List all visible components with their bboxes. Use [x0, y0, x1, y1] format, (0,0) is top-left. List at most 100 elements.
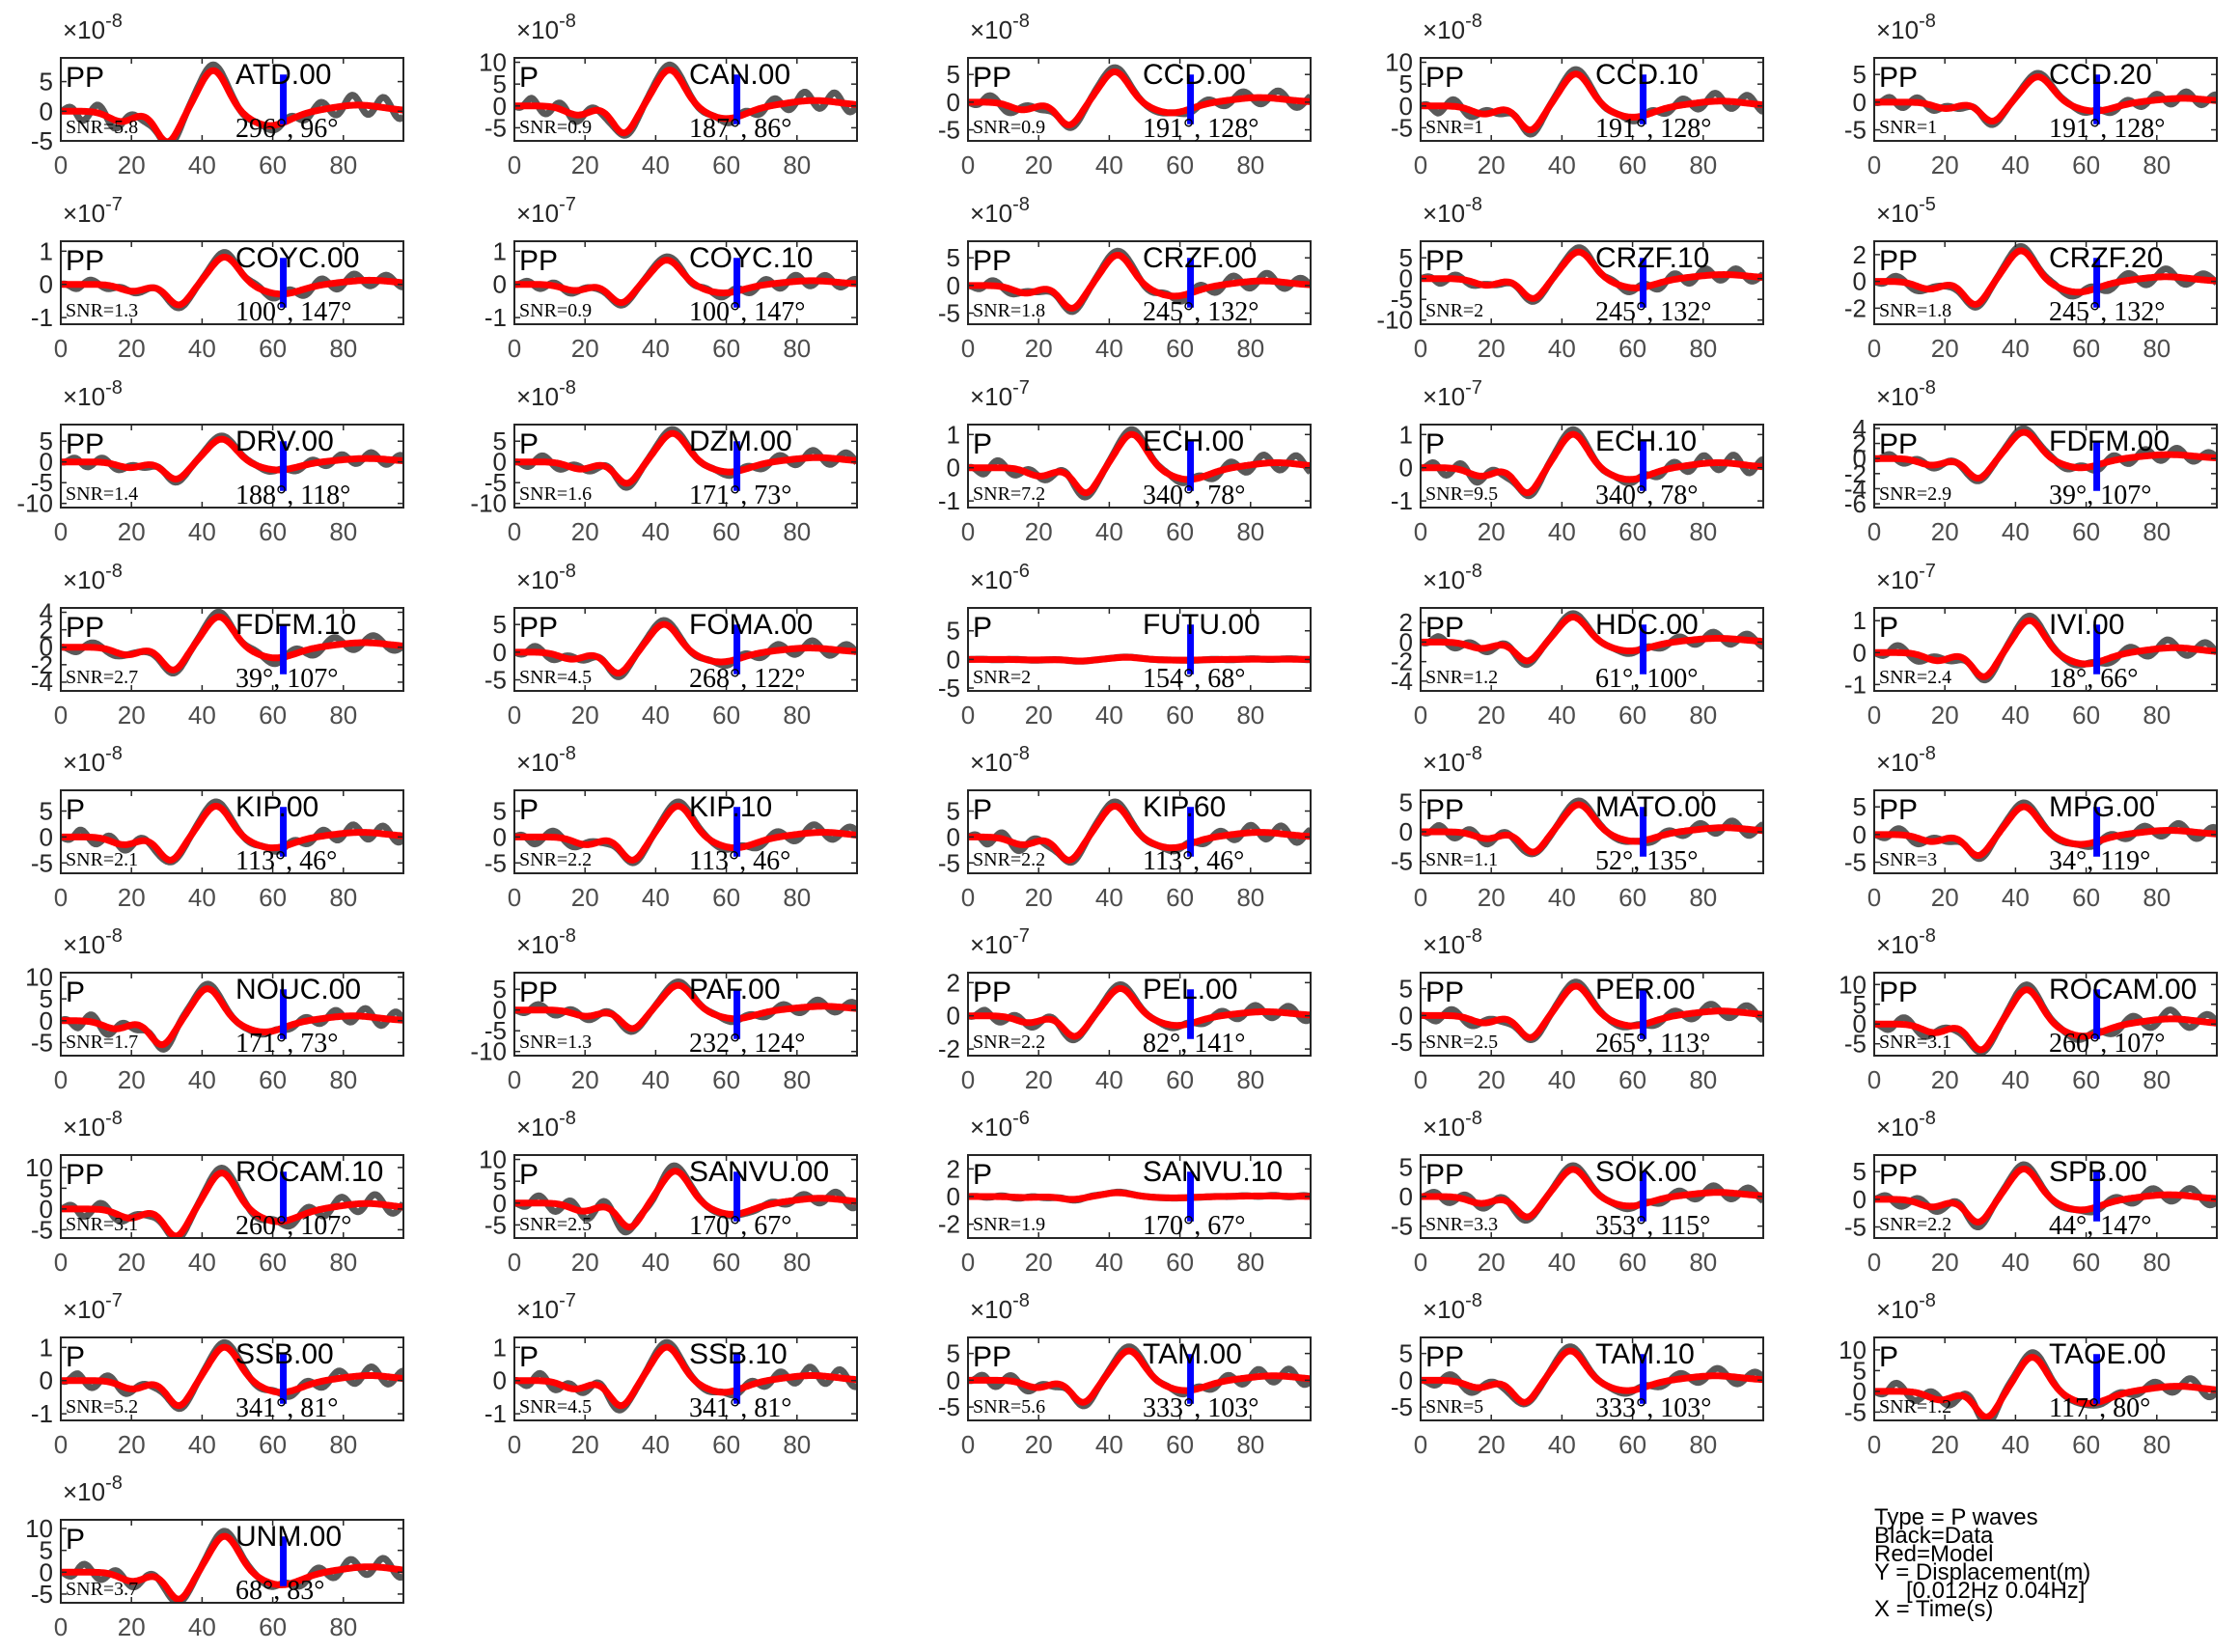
y-exponent: ×10-8	[1423, 1290, 1482, 1324]
traces	[968, 426, 1311, 501]
x-tick-label: 80	[783, 334, 811, 363]
y-tick-label: -10	[470, 1037, 507, 1066]
azimuth-distance-label: 268°, 122°	[689, 664, 805, 694]
y-tick-label: -5	[31, 1215, 53, 1244]
y-exponent-power: -8	[105, 1108, 123, 1129]
x-tick-label: 20	[1478, 701, 1506, 730]
phase-label: PP	[66, 62, 104, 94]
x-tick-label: 80	[329, 1248, 357, 1277]
y-exponent: ×10-8	[970, 194, 1030, 228]
phase-label: PP	[1879, 62, 1918, 94]
y-tick-label: 5	[1399, 787, 1413, 816]
station-label: CCD.20	[2049, 59, 2152, 91]
snr-label: SNR=1.7	[66, 1032, 138, 1053]
x-tick-label: 80	[1689, 334, 1717, 363]
x-tick-label: 20	[118, 1248, 146, 1277]
x-tick-label: 60	[712, 1430, 740, 1459]
x-tick-label: 80	[1689, 1065, 1717, 1094]
x-tick-label: 80	[1236, 1065, 1264, 1094]
y-exponent-power: -8	[559, 561, 576, 582]
x-tick-label: 20	[1931, 883, 1959, 912]
x-tick-label: 80	[1689, 883, 1717, 912]
y-tick-label: -2	[1844, 293, 1867, 322]
y-tick-label: -5	[1391, 1028, 1413, 1057]
phase-label: PP	[66, 428, 104, 460]
y-exponent: ×10-7	[970, 925, 1030, 959]
x-tick-label: 20	[118, 1065, 146, 1094]
x-tick-label: 60	[1618, 334, 1646, 363]
y-exponent: ×10-8	[1423, 561, 1482, 594]
station-label: CAN.00	[689, 59, 790, 91]
x-tick-label: 20	[571, 517, 599, 546]
y-exponent-power: -8	[1465, 11, 1482, 32]
y-exponent: ×10-6	[970, 1108, 1030, 1142]
x-tick-label: 60	[259, 883, 287, 912]
azimuth-distance-label: 191°, 128°	[1595, 114, 1711, 144]
y-tick-label: -5	[938, 299, 960, 328]
x-tick-label: 80	[783, 517, 811, 546]
axes-box	[1873, 972, 2218, 1057]
station-label: KIP.60	[1143, 791, 1226, 823]
snr-label: SNR=2	[1425, 300, 1483, 321]
y-tick-label: -5	[31, 468, 53, 497]
y-tick-label: 0	[493, 270, 507, 299]
axes-box	[967, 607, 1312, 692]
x-tick-label: 20	[1478, 1065, 1506, 1094]
azimuth-distance-label: 170°, 67°	[1143, 1211, 1245, 1241]
model-trace	[1421, 982, 1763, 1041]
x-tick-label: 80	[329, 1612, 357, 1641]
y-exponent: ×10-8	[63, 925, 123, 959]
x-tick-label: 40	[1095, 1065, 1123, 1094]
x-tick-label: 60	[2072, 334, 2100, 363]
model-trace	[1421, 1347, 1763, 1406]
y-tick-label: -5	[1391, 1212, 1413, 1241]
phase-label: P	[973, 612, 992, 644]
station-label: SPB.00	[2049, 1156, 2147, 1188]
y-tick-label: -5	[31, 848, 53, 877]
y-tick-label: 0	[493, 448, 507, 477]
y-tick-label: -5	[484, 1016, 507, 1045]
x-tick-label: 60	[2072, 883, 2100, 912]
y-tick-label: -5	[938, 1392, 960, 1421]
y-exponent-power: -8	[1919, 1290, 1936, 1311]
traces	[514, 426, 857, 491]
y-exponent: ×10-8	[1423, 925, 1482, 959]
x-tick-label: 0	[54, 334, 68, 363]
snr-label: SNR=2.9	[1879, 483, 1951, 505]
x-tick-label: 0	[1867, 701, 1881, 730]
x-tick-label: 60	[1618, 1065, 1646, 1094]
y-tick-label: 0	[1853, 638, 1867, 667]
y-tick-label: 0	[40, 633, 53, 662]
model-trace	[514, 429, 857, 487]
x-tick-label: 60	[259, 701, 287, 730]
y-tick-label: 0	[40, 96, 53, 125]
x-tick-label: 40	[2002, 1065, 2030, 1094]
y-exponent-power: -8	[1919, 743, 1936, 764]
model-trace	[968, 653, 1311, 665]
azimuth-distance-label: 341°, 81°	[689, 1393, 791, 1423]
x-tick-label: 60	[1618, 151, 1646, 179]
snr-label: SNR=2.5	[519, 1214, 592, 1235]
model-trace	[61, 803, 403, 864]
model-trace	[968, 430, 1311, 497]
phase-label: PP	[973, 62, 1011, 94]
model-trace	[61, 1343, 403, 1410]
axes-box	[60, 424, 404, 509]
y-exponent: ×10-8	[516, 377, 576, 411]
y-exponent-power: -7	[105, 1290, 123, 1311]
y-tick-label: 4	[1853, 414, 1867, 443]
x-tick-label: 40	[642, 883, 670, 912]
y-tick-label: -5	[1391, 285, 1413, 314]
station-label: PER.00	[1595, 974, 1695, 1005]
station-label: MATO.00	[1595, 791, 1717, 823]
model-trace	[1421, 614, 1763, 665]
station-label: FOMA.00	[689, 609, 813, 641]
x-tick-label: 80	[329, 701, 357, 730]
